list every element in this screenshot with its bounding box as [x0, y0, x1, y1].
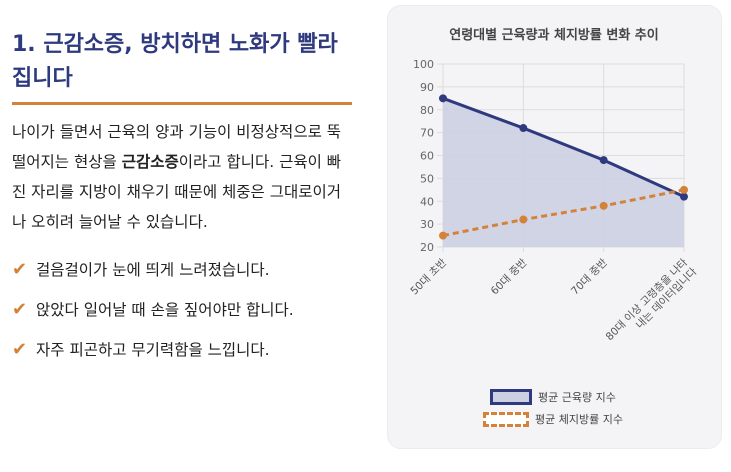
fat-data-point	[680, 185, 688, 194]
symptom-text: 걸음걸이가 눈에 띄게 느려졌습니다.	[36, 261, 270, 279]
line-chart: 연령대별 근육량과 체지방률 변화 추이 20 30 40 50 60 70 80 90 100 5…	[408, 27, 700, 352]
fat-data-point	[519, 215, 528, 224]
x-tick-label: 50대 초반	[408, 256, 449, 297]
legend-label-fat: 평균 체지방률 지수	[535, 413, 623, 426]
x-tick-label: 70대 중반	[569, 256, 610, 297]
x-tick-label: 80대 이상 고령층을 나타내는 데이터입니다	[604, 256, 700, 352]
checkmark-icon: ✔	[12, 338, 28, 360]
y-tick-label: 30	[420, 218, 434, 231]
muscle-area-fill	[443, 98, 684, 247]
muscle-data-point	[599, 156, 608, 165]
chart-title: 연령대별 근육량과 체지방률 변화 추이	[449, 27, 658, 43]
article-section: 1. 근감소증, 방치하면 노화가 빨라집니다 나이가 들면서 근육의 양과 기…	[12, 28, 352, 369]
checkmark-icon: ✔	[12, 298, 28, 320]
legend-swatch-fat	[483, 411, 529, 427]
x-tick-label: 60대 중반	[489, 256, 530, 297]
y-tick-label: 70	[420, 127, 434, 140]
chart-card: 연령대별 근육량과 체지방률 변화 추이 20 30 40 50 60 70 80 90 100 5…	[387, 5, 722, 449]
symptom-text: 앉았다 일어날 때 손을 짚어야만 합니다.	[36, 301, 294, 319]
y-tick-label: 20	[420, 241, 434, 254]
legend-swatch-muscle	[490, 389, 532, 405]
y-tick-label: 60	[420, 150, 434, 163]
symptom-checklist: ✔ 걸음걸이가 눈에 띄게 느려졌습니다. ✔ 앉았다 일어날 때 손을 짚어야만 …	[12, 249, 352, 369]
y-tick-label: 80	[420, 104, 434, 117]
fat-data-point	[439, 231, 447, 240]
checkmark-icon: ✔	[12, 258, 28, 280]
y-tick-label: 90	[420, 81, 434, 94]
section-heading: 1. 근감소증, 방치하면 노화가 빨라집니다	[12, 28, 352, 105]
symptom-item: ✔ 앉았다 일어날 때 손을 짚어야만 합니다.	[12, 289, 352, 329]
symptom-item: ✔ 자주 피곤하고 무기력함을 느낍니다.	[12, 329, 352, 369]
muscle-data-point	[519, 124, 528, 133]
legend-item-muscle[interactable]: 평균 근육량 지수	[490, 386, 721, 408]
symptom-text: 자주 피곤하고 무기력함을 느낍니다.	[36, 341, 270, 359]
fat-data-point	[599, 201, 608, 210]
legend-item-fat[interactable]: 평균 체지방률 지수	[483, 408, 721, 430]
intro-paragraph: 나이가 들면서 근육의 양과 기능이 비정상적으로 뚝 떨어지는 현상을 근감소…	[12, 117, 352, 237]
chart-legend: 평균 근육량 지수 평균 체지방률 지수	[388, 386, 721, 430]
muscle-data-point	[439, 94, 447, 103]
intro-text-end: 이라고 합니다. 근육이 빠진 자리를 지방이 채우기 때문에 체중은 그대로이…	[12, 153, 342, 231]
muscle-data-point	[680, 192, 688, 201]
y-tick-label: 40	[420, 195, 434, 208]
muscle-series-line	[442, 96, 685, 199]
intro-keyword: 근감소증	[121, 153, 179, 171]
y-tick-label: 50	[420, 172, 434, 185]
intro-text-start: 나이가 들면서 근육의 양과 기능이 비정상적으로 뚝 떨어지는 현상을	[12, 123, 342, 171]
y-tick-label: 100	[413, 58, 434, 71]
legend-label-muscle: 평균 근육량 지수	[538, 391, 616, 404]
symptom-item: ✔ 걸음걸이가 눈에 띄게 느려졌습니다.	[12, 249, 352, 289]
fat-series-line	[442, 188, 685, 238]
